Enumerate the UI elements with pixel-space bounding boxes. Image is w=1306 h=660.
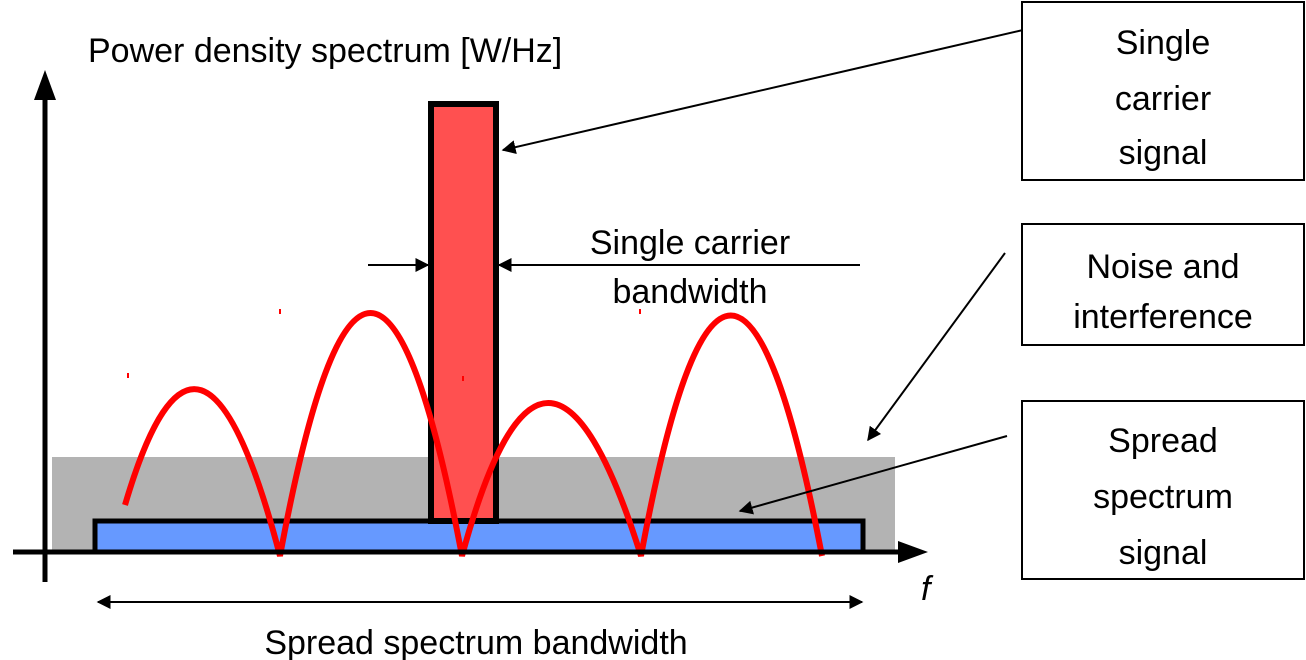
pointer-spread bbox=[738, 435, 1008, 515]
callout-spread-spectrum-signal: Spread spectrum signal bbox=[1021, 400, 1305, 580]
x-axis-label: f bbox=[921, 570, 934, 608]
callout-noise-interference: Noise and interference bbox=[1021, 223, 1305, 346]
x-axis-arrowhead bbox=[898, 541, 928, 563]
pointer-noise bbox=[867, 252, 1006, 442]
callout-noise-line2: interference bbox=[1073, 298, 1253, 336]
carrier-bandwidth-label-line2: bandwidth bbox=[612, 273, 767, 311]
callout-spread-line2: spectrum bbox=[1093, 478, 1233, 516]
pointer-single-carrier bbox=[501, 29, 1024, 154]
spectrum-lobes-curve bbox=[122, 310, 825, 557]
callout-single-carrier-line2: carrier bbox=[1115, 80, 1211, 118]
callout-single-carrier-line3: signal bbox=[1119, 134, 1208, 172]
callout-single-carrier-signal: Single carrier signal bbox=[1021, 1, 1305, 181]
y-axis-arrowhead bbox=[34, 70, 56, 100]
callout-noise-line1: Noise and bbox=[1086, 248, 1239, 286]
spread-spectrum-signal-bar bbox=[92, 518, 866, 555]
callout-spread-line3: signal bbox=[1119, 534, 1208, 572]
spread-bandwidth-label: Spread spectrum bandwidth bbox=[264, 624, 687, 660]
carrier-bandwidth-label-line1: Single carrier bbox=[590, 224, 790, 262]
lobe-tick-marks bbox=[127, 309, 641, 381]
callout-spread-line1: Spread bbox=[1108, 422, 1218, 460]
callout-single-carrier-line1: Single bbox=[1116, 24, 1211, 62]
y-axis-label: Power density spectrum [W/Hz] bbox=[88, 32, 562, 70]
